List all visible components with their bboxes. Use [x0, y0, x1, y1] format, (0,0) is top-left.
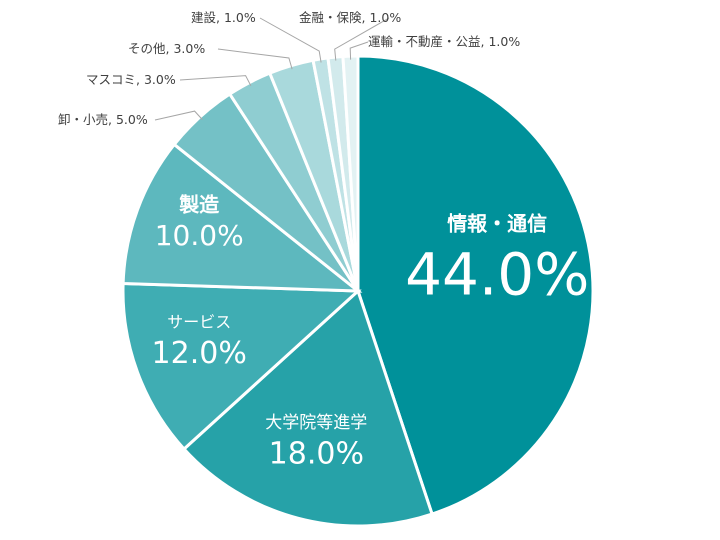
slice-1-value: 44.0%: [405, 241, 589, 309]
slice-10-leader: [349, 41, 369, 60]
slice-3-label: サービス: [167, 312, 231, 331]
slice-4-value: 10.0%: [155, 219, 244, 252]
slice-6-leader: [179, 75, 252, 87]
slice-10-label: 運輸・不動産・公益, 1.0%: [368, 34, 520, 49]
slice-2-label: 大学院等進学: [265, 413, 367, 433]
slice-9-leader: [334, 17, 390, 61]
slice-7-leader: [217, 48, 293, 70]
slice-7-label: その他, 3.0%: [128, 41, 205, 56]
slice-8-leader: [259, 17, 322, 63]
slice-9-label: 金融・保険, 1.0%: [299, 10, 401, 25]
slice-5-label: 卸・小売, 5.0%: [58, 112, 148, 127]
slice-2: [181, 288, 434, 528]
slice-1-label: 情報・通信: [447, 212, 547, 236]
slice-4-label: 製造: [179, 193, 220, 217]
slice-8-label: 建設, 1.0%: [191, 10, 256, 25]
slice-2-value: 18.0%: [269, 437, 364, 472]
slice-5-leader: [154, 110, 203, 121]
slice-1: [356, 54, 595, 516]
slice-6-label: マスコミ, 3.0%: [86, 72, 176, 87]
slice-3-value: 12.0%: [152, 336, 247, 371]
slice-3: [121, 281, 362, 452]
slice-4: [121, 142, 363, 293]
